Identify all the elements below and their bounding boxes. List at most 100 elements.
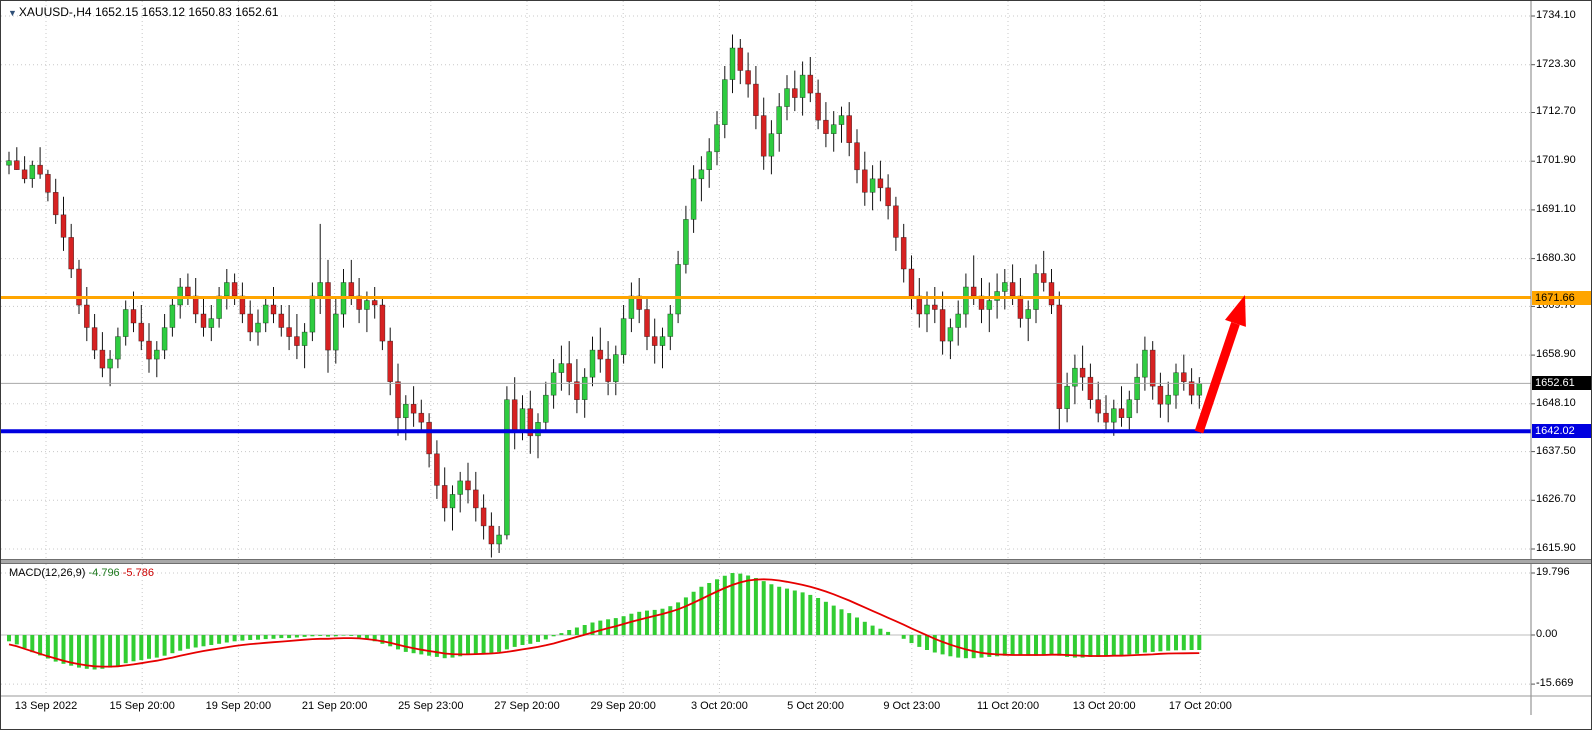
candle-down[interactable]	[791, 88, 798, 98]
candle-down[interactable]	[605, 358, 611, 382]
candle-up[interactable]	[169, 304, 176, 328]
trend-arrow-shaft[interactable]	[1194, 321, 1240, 434]
candle-down[interactable]	[597, 349, 604, 360]
candle-down[interactable]	[574, 381, 580, 401]
candle-up[interactable]	[830, 124, 837, 134]
candle-down[interactable]	[1181, 372, 1187, 383]
candle-down[interactable]	[861, 169, 868, 193]
candle-down[interactable]	[1157, 385, 1164, 405]
candle-up[interactable]	[550, 372, 557, 396]
candle-down[interactable]	[900, 237, 907, 270]
candle-down[interactable]	[1118, 408, 1125, 419]
candle-down[interactable]	[286, 327, 292, 337]
candle-down[interactable]	[325, 282, 331, 351]
candle-up[interactable]	[29, 164, 36, 179]
candle-down[interactable]	[68, 237, 74, 270]
candle-down[interactable]	[231, 282, 238, 297]
candle-up[interactable]	[504, 399, 510, 536]
candle-up[interactable]	[332, 313, 339, 351]
candle-up[interactable]	[799, 74, 806, 98]
candle-up[interactable]	[457, 480, 464, 495]
candle-up[interactable]	[924, 304, 930, 315]
candle-up[interactable]	[698, 169, 705, 180]
candle-up[interactable]	[317, 282, 324, 297]
candle-up[interactable]	[402, 403, 409, 419]
candle-down[interactable]	[472, 489, 479, 509]
candle-up[interactable]	[364, 300, 370, 310]
candle-up[interactable]	[714, 124, 720, 153]
candle-up[interactable]	[620, 318, 627, 356]
candle-up[interactable]	[667, 313, 674, 337]
candle-up[interactable]	[122, 309, 129, 337]
candle-down[interactable]	[970, 286, 977, 297]
candle-down[interactable]	[488, 525, 495, 545]
candle-down[interactable]	[566, 363, 573, 382]
candle-up[interactable]	[255, 322, 261, 333]
candle-up[interactable]	[947, 327, 954, 342]
candle-up[interactable]	[262, 304, 269, 324]
candle-down[interactable]	[84, 304, 90, 328]
candle-down[interactable]	[854, 142, 860, 171]
candle-up[interactable]	[784, 88, 790, 107]
candle-up[interactable]	[496, 534, 502, 545]
candle-down[interactable]	[511, 399, 518, 432]
candle-down[interactable]	[247, 313, 253, 333]
candle-down[interactable]	[395, 381, 401, 419]
candle-up[interactable]	[963, 286, 969, 315]
candle-up[interactable]	[690, 178, 697, 220]
candle-up[interactable]	[986, 300, 993, 310]
candle-down[interactable]	[823, 119, 829, 134]
candle-down[interactable]	[651, 336, 658, 346]
candle-down[interactable]	[1009, 282, 1016, 297]
candle-up[interactable]	[208, 318, 215, 328]
candle-down[interactable]	[1079, 367, 1086, 378]
candle-up[interactable]	[776, 106, 783, 134]
candle-down[interactable]	[893, 205, 899, 238]
candle-up[interactable]	[535, 421, 541, 437]
candle-up[interactable]	[301, 331, 308, 346]
candle-up[interactable]	[683, 219, 689, 265]
candle-down[interactable]	[418, 412, 425, 423]
candle-down[interactable]	[14, 160, 20, 170]
candle-down[interactable]	[99, 349, 106, 369]
candle-down[interactable]	[76, 268, 82, 306]
candle-up[interactable]	[1173, 372, 1179, 396]
candle-down[interactable]	[410, 403, 417, 414]
candle-down[interactable]	[278, 313, 285, 328]
candle-down[interactable]	[37, 164, 43, 175]
candle-down[interactable]	[527, 408, 534, 437]
candle-up[interactable]	[955, 313, 962, 328]
candle-down[interactable]	[130, 309, 137, 324]
candle-up[interactable]	[1001, 282, 1008, 292]
candle-up[interactable]	[1064, 385, 1070, 410]
candle-up[interactable]	[1134, 376, 1140, 401]
candle-up[interactable]	[628, 295, 635, 319]
candle-down[interactable]	[434, 453, 440, 486]
candle-down[interactable]	[877, 178, 884, 189]
candle-down[interactable]	[138, 322, 145, 342]
candle-up[interactable]	[869, 178, 876, 193]
candle-up[interactable]	[309, 295, 316, 333]
candle-down[interactable]	[45, 174, 51, 193]
candle-up[interactable]	[1111, 408, 1117, 423]
candle-up[interactable]	[612, 354, 619, 383]
candle-down[interactable]	[426, 421, 432, 455]
candle-up[interactable]	[154, 349, 160, 360]
chart-dropdown-icon[interactable]: ▼	[8, 8, 17, 18]
candle-up[interactable]	[838, 115, 845, 125]
candle-down[interactable]	[753, 83, 759, 116]
pane-splitter[interactable]	[1, 559, 1591, 564]
candle-down[interactable]	[737, 47, 744, 71]
candle-up[interactable]	[706, 151, 713, 170]
candle-up[interactable]	[729, 47, 736, 80]
candle-up[interactable]	[1033, 273, 1039, 310]
candle-up[interactable]	[721, 79, 728, 125]
trend-arrow-head[interactable]	[1225, 295, 1246, 327]
candle-up[interactable]	[1165, 394, 1171, 405]
candle-up[interactable]	[1025, 309, 1031, 319]
candle-up[interactable]	[519, 408, 526, 432]
candle-down[interactable]	[294, 336, 300, 346]
candle-down[interactable]	[1040, 273, 1047, 283]
candle-down[interactable]	[200, 313, 207, 328]
candle-down[interactable]	[846, 115, 853, 143]
